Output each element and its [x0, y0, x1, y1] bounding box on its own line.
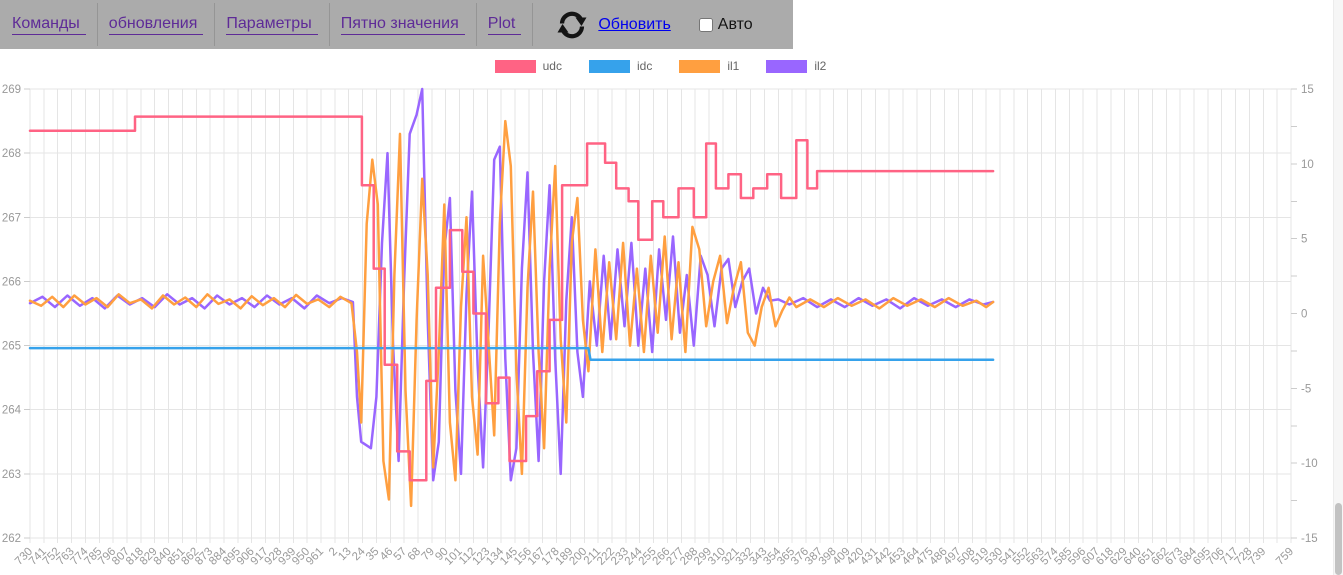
scrollbar-thumb[interactable] [1335, 503, 1342, 575]
legend-item-il1[interactable]: il1 [679, 59, 739, 73]
legend-item-idc[interactable]: idc [588, 59, 653, 73]
y-axis-right: -15 -10 -5 0 5 10 15 [1291, 84, 1318, 545]
svg-text:266: 266 [2, 276, 21, 288]
scrollbar-track[interactable] [1333, 0, 1343, 575]
nav-separator [328, 3, 330, 46]
svg-text:-15: -15 [1301, 533, 1318, 545]
legend-label-il2: il2 [814, 59, 827, 73]
toolbar: Команды обновления Параметры Пятно значе… [0, 0, 793, 49]
nav-link-spot-values[interactable]: Пятно значения [340, 15, 465, 35]
refresh-button[interactable]: Обновить [598, 15, 671, 33]
legend-label-il1: il1 [727, 59, 740, 73]
nav-separator [532, 3, 534, 46]
nav-separator [96, 3, 98, 46]
svg-text:269: 269 [2, 84, 21, 96]
auto-checkbox[interactable] [698, 17, 713, 32]
nav-link-commands[interactable]: Команды [12, 15, 86, 35]
nav-separator [475, 3, 477, 46]
legend-swatch-udc [494, 59, 536, 73]
svg-text:265: 265 [2, 341, 21, 353]
svg-text:15: 15 [1301, 84, 1314, 96]
nav-link-plot[interactable]: Plot [487, 15, 522, 35]
nav-link-updates[interactable]: обновления [108, 15, 204, 35]
svg-text:267: 267 [2, 212, 21, 224]
svg-text:-10: -10 [1301, 458, 1318, 470]
chart-legend: udc idc il1 il2 [30, 59, 1291, 73]
legend-label-idc: idc [636, 59, 653, 73]
series-idc [28, 346, 995, 361]
legend-swatch-il1 [679, 59, 721, 73]
series-il1 [28, 119, 995, 508]
legend-item-il2[interactable]: il2 [766, 59, 826, 73]
svg-text:5: 5 [1301, 234, 1307, 246]
refresh-icon[interactable] [555, 9, 589, 41]
y-axis-left: 262 263 264 265 266 267 268 269 [2, 84, 30, 545]
legend-label-udc: udc [542, 59, 562, 73]
svg-text:262: 262 [2, 533, 21, 545]
svg-text:263: 263 [2, 469, 21, 481]
svg-text:961: 961 [304, 546, 326, 568]
series-udc [28, 115, 995, 482]
svg-text:739: 739 [1246, 546, 1268, 568]
legend-item-udc[interactable]: udc [494, 59, 562, 73]
x-axis-labels: 7307417527637747857968078188298408518628… [13, 545, 1296, 567]
svg-text:264: 264 [2, 405, 22, 417]
nav-separator [214, 3, 216, 46]
nav-link-parameters[interactable]: Параметры [226, 15, 318, 35]
legend-swatch-idc [588, 59, 630, 73]
legend-swatch-il2 [766, 59, 808, 73]
grid-lines [29, 88, 1292, 543]
auto-label: Авто [717, 15, 753, 33]
svg-text:10: 10 [1301, 159, 1314, 171]
svg-text:-5: -5 [1301, 383, 1311, 395]
svg-text:0: 0 [1301, 309, 1307, 321]
series-il2 [28, 87, 995, 482]
svg-text:759: 759 [1274, 546, 1296, 568]
svg-text:268: 268 [2, 148, 21, 160]
